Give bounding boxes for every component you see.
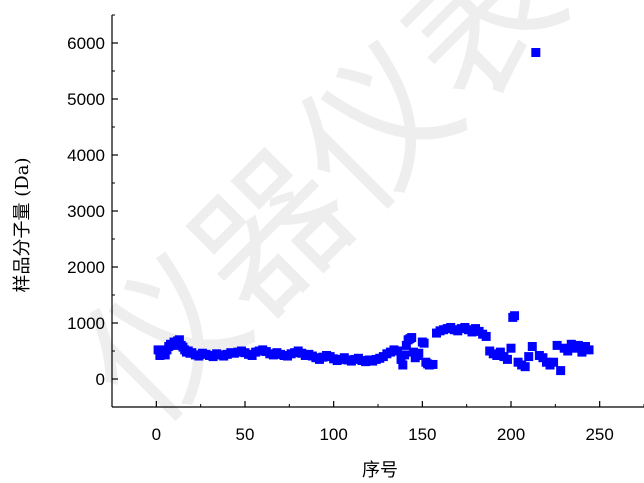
watermark-text: 仪器仪表学 — [52, 0, 644, 455]
data-point — [573, 340, 583, 350]
data-point — [174, 335, 184, 345]
data-point — [502, 354, 512, 364]
data-point — [506, 343, 516, 353]
data-point — [584, 345, 594, 355]
data-point — [419, 338, 429, 348]
data-point — [428, 359, 438, 369]
data-point — [527, 342, 537, 352]
y-tick-label: 0 — [96, 370, 105, 389]
y-axis-title: 样品分子量 (Da) — [12, 158, 33, 293]
watermark: 仪器仪表学 — [52, 0, 644, 455]
data-point — [552, 340, 562, 350]
data-point — [414, 348, 424, 358]
data-point — [531, 48, 541, 58]
data-points — [153, 48, 594, 376]
x-tick-label: 250 — [585, 425, 613, 444]
data-point — [556, 366, 566, 376]
data-point — [481, 331, 491, 341]
data-point — [407, 333, 417, 343]
data-point — [160, 350, 170, 360]
x-tick-label: 100 — [319, 425, 347, 444]
data-point — [577, 347, 587, 357]
data-point — [563, 346, 573, 356]
data-point — [398, 360, 408, 370]
data-point — [524, 352, 534, 362]
x-tick-label: 0 — [152, 425, 161, 444]
x-tick-label: 150 — [408, 425, 436, 444]
x-tick-label: 50 — [236, 425, 255, 444]
y-tick-label: 6000 — [67, 34, 105, 53]
data-point — [393, 346, 403, 356]
data-point — [549, 357, 559, 367]
x-tick-label: 200 — [497, 425, 525, 444]
y-tick-label: 3000 — [67, 202, 105, 221]
y-tick-label: 5000 — [67, 90, 105, 109]
y-tick-label: 4000 — [67, 146, 105, 165]
y-tick-label: 2000 — [67, 258, 105, 277]
data-point — [520, 362, 530, 372]
axes: 0 1000 2000 3000 4000 5000 6000 0 50 100 150 200 250 — [67, 14, 644, 444]
data-point — [401, 340, 411, 350]
y-tick-label: 1000 — [67, 314, 105, 333]
data-point — [510, 311, 520, 321]
x-axis-title: 序号 — [362, 460, 398, 481]
data-point — [400, 350, 410, 360]
